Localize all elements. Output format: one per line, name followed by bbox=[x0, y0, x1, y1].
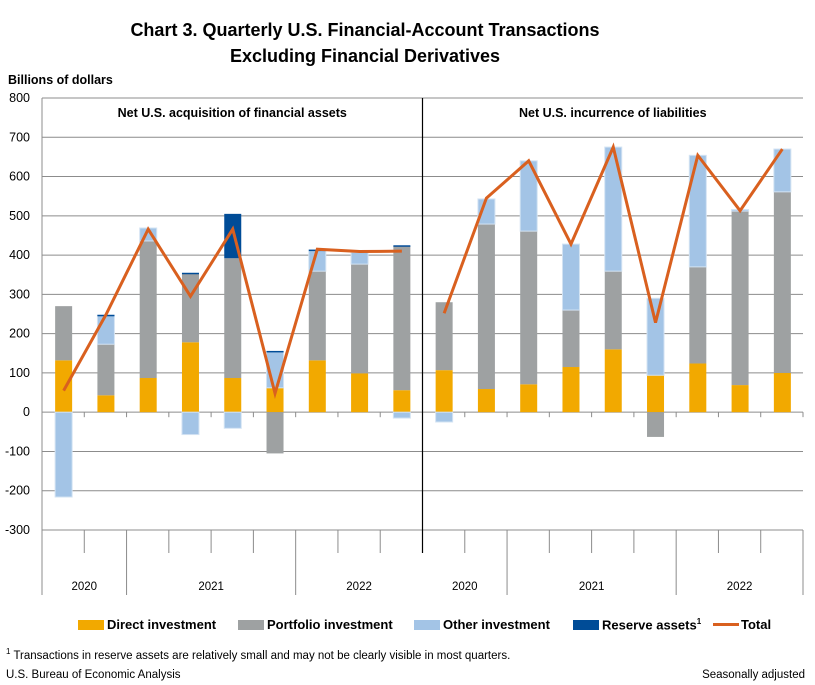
bar-portfolio bbox=[266, 412, 284, 454]
legend-item-portfolio: Portfolio investment bbox=[238, 617, 393, 632]
bar-direct bbox=[773, 372, 791, 413]
y-axis-unit-label: Billions of dollars bbox=[8, 73, 113, 87]
bar-other bbox=[96, 314, 115, 345]
bar-portfolio bbox=[55, 306, 73, 361]
bar-direct bbox=[731, 385, 749, 413]
footnote-marker: 1 bbox=[6, 647, 11, 656]
y-tick-label: 100 bbox=[9, 366, 30, 380]
bar-other bbox=[350, 251, 369, 265]
bar-direct bbox=[139, 378, 157, 413]
bar-direct bbox=[689, 363, 707, 413]
legend-swatch-direct bbox=[78, 619, 104, 630]
bar-portfolio bbox=[393, 246, 411, 391]
bar-other bbox=[181, 411, 200, 436]
bar-portfolio bbox=[731, 211, 749, 386]
bar-reserve bbox=[393, 245, 411, 247]
bar-portfolio bbox=[604, 271, 622, 350]
bar-portfolio bbox=[224, 258, 242, 379]
bar-direct bbox=[308, 360, 326, 413]
panel-title: Net U.S. incurrence of liabilities bbox=[519, 106, 707, 120]
source-label: U.S. Bureau of Economic Analysis bbox=[6, 669, 181, 681]
legend-item-direct: Direct investment bbox=[78, 617, 216, 632]
bar-other bbox=[392, 411, 411, 419]
bar-portfolio bbox=[181, 273, 199, 343]
bar-reserve bbox=[266, 350, 284, 353]
panel-title: Net U.S. acquisition of financial assets bbox=[118, 106, 347, 120]
y-tick-label: 500 bbox=[9, 209, 30, 223]
bar-portfolio bbox=[647, 412, 665, 437]
bar-portfolio bbox=[562, 310, 580, 368]
legend-label-portfolio: Portfolio investment bbox=[267, 617, 393, 632]
bar-direct bbox=[97, 395, 115, 413]
seasonal-adjustment-label: Seasonally adjusted bbox=[702, 669, 805, 681]
legend-swatch-other bbox=[414, 619, 440, 630]
bar-other bbox=[688, 154, 707, 268]
bar-portfolio bbox=[773, 191, 791, 373]
legend: Direct investment Portfolio investment O… bbox=[0, 617, 815, 637]
bar-portfolio bbox=[477, 224, 495, 390]
y-tick-label: 300 bbox=[9, 287, 30, 301]
legend-label-reserve-text: Reserve assets bbox=[602, 617, 697, 633]
y-tick-label: -300 bbox=[5, 523, 30, 537]
bar-other bbox=[646, 297, 665, 376]
x-year-label: 2022 bbox=[727, 581, 753, 593]
legend-swatch-reserve bbox=[573, 619, 599, 630]
legend-item-reserve: Reserve assets1 bbox=[573, 617, 701, 632]
y-tick-label: 0 bbox=[23, 405, 30, 419]
bar-direct bbox=[393, 390, 411, 413]
x-year-label: 2022 bbox=[346, 581, 372, 593]
legend-swatch-portfolio bbox=[238, 619, 264, 630]
x-year-label: 2020 bbox=[71, 581, 97, 593]
y-tick-label: 200 bbox=[9, 327, 30, 341]
bar-portfolio bbox=[97, 344, 115, 396]
y-tick-label: -200 bbox=[5, 484, 30, 498]
legend-label-other: Other investment bbox=[443, 617, 550, 632]
bar-portfolio bbox=[435, 302, 453, 371]
bar-other bbox=[561, 243, 580, 311]
y-tick-label: 700 bbox=[9, 130, 30, 144]
chart-title-line-2: Excluding Financial Derivatives bbox=[229, 46, 501, 66]
legend-item-total: Total bbox=[713, 617, 771, 632]
bar-direct bbox=[266, 387, 284, 413]
bar-direct bbox=[181, 342, 199, 413]
x-year-label: 2021 bbox=[579, 581, 605, 593]
footnote: 1 Transactions in reserve assets are rel… bbox=[6, 647, 510, 662]
bar-direct bbox=[351, 373, 369, 413]
bar-portfolio bbox=[520, 231, 538, 385]
bar-portfolio bbox=[308, 271, 326, 361]
legend-label-total: Total bbox=[741, 617, 772, 632]
bar-reserve bbox=[181, 272, 199, 275]
bar-other bbox=[54, 411, 73, 498]
bar-direct bbox=[604, 349, 622, 413]
x-year-label: 2020 bbox=[452, 581, 478, 593]
y-tick-label: 400 bbox=[9, 248, 30, 262]
bar-direct bbox=[224, 378, 242, 413]
y-tick-label: -100 bbox=[5, 444, 30, 458]
legend-item-other: Other investment bbox=[414, 617, 550, 632]
bar-direct bbox=[520, 384, 538, 413]
legend-label-reserve: Reserve assets1 bbox=[602, 617, 701, 632]
chart-title-line-1: Chart 3. Quarterly U.S. Financial-Accoun… bbox=[130, 20, 600, 40]
legend-swatch-total bbox=[713, 623, 739, 626]
bar-direct bbox=[562, 367, 580, 413]
legend-label-direct: Direct investment bbox=[107, 617, 217, 632]
chart-plot: 800 700 600 500 400 300 200 100 0 -100 -200 -300 Net… bbox=[5, 91, 804, 595]
bar-other bbox=[223, 411, 242, 429]
y-tick-label: 800 bbox=[9, 91, 30, 105]
y-tick-label: 600 bbox=[9, 170, 30, 184]
bar-direct bbox=[647, 375, 665, 413]
bar-direct bbox=[55, 360, 73, 413]
bar-direct bbox=[435, 370, 453, 413]
bar-portfolio bbox=[689, 266, 707, 364]
legend-label-reserve-sup: 1 bbox=[696, 617, 702, 626]
bar-other bbox=[435, 411, 454, 423]
x-year-label: 2021 bbox=[198, 581, 224, 593]
bar-portfolio bbox=[351, 264, 369, 374]
bar-direct bbox=[477, 389, 495, 413]
footnote-text: Transactions in reserve assets are relat… bbox=[13, 649, 511, 662]
bar-portfolio bbox=[139, 240, 157, 379]
